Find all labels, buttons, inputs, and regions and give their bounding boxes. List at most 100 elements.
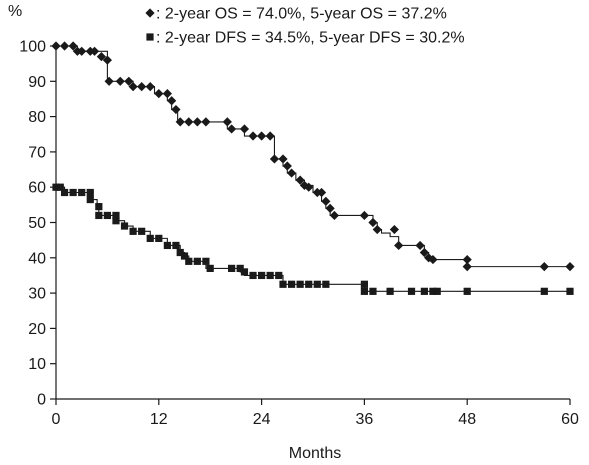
series-group: [51, 41, 575, 295]
data-point: [180, 252, 189, 260]
data-point: [163, 241, 171, 250]
data-point: [304, 182, 314, 192]
data-point: [162, 89, 172, 99]
data-point: [415, 240, 425, 251]
data-point: [322, 280, 330, 288]
data-point: [394, 240, 404, 251]
data-point: [372, 224, 382, 235]
data-point: [428, 254, 438, 265]
series-dfs: [52, 183, 574, 295]
data-point: [296, 280, 304, 288]
y-tick-label: 50: [28, 215, 46, 232]
data-point: [171, 104, 181, 115]
data-point: [77, 46, 87, 56]
data-point: [60, 188, 69, 197]
data-point: [433, 287, 441, 295]
data-point: [248, 131, 258, 141]
y-tick-label: 40: [28, 250, 46, 267]
data-point: [389, 224, 399, 235]
data-point: [239, 124, 250, 134]
data-point: [102, 55, 112, 65]
data-point: [167, 96, 177, 106]
data-point: [360, 280, 368, 288]
data-point: [407, 287, 416, 295]
data-point: [104, 76, 114, 86]
data-point: [228, 264, 236, 272]
data-point: [227, 124, 237, 134]
data-point: [313, 280, 321, 288]
series-line: [56, 186, 570, 292]
data-point: [325, 203, 335, 213]
x-axis-ticks: 0 12 24 36 48 60: [52, 399, 579, 428]
data-point: [175, 117, 185, 127]
data-point: [185, 257, 193, 265]
data-point: [137, 81, 147, 92]
data-point: [95, 203, 103, 211]
data-point: [138, 227, 146, 235]
x-tick-label: 60: [561, 411, 579, 428]
y-tick-label: 30: [28, 286, 46, 303]
data-point: [419, 247, 429, 258]
data-point: [206, 264, 214, 272]
data-point: [86, 188, 94, 197]
data-point: [275, 271, 283, 280]
data-point: [295, 175, 305, 185]
y-tick-label: 0: [37, 392, 46, 409]
data-point: [120, 222, 129, 230]
data-point: [146, 234, 154, 242]
y-tick-label: 70: [28, 144, 46, 161]
data-point: [128, 81, 138, 92]
data-point: [112, 211, 120, 220]
data-point: [282, 161, 292, 171]
data-point: [540, 287, 548, 295]
y-axis-title: %: [8, 3, 22, 20]
data-point: [305, 280, 313, 288]
data-point: [184, 117, 194, 127]
data-point: [222, 117, 232, 127]
data-point: [299, 180, 310, 191]
data-point: [463, 287, 471, 295]
data-point: [115, 76, 125, 86]
data-point: [56, 183, 64, 191]
data-point: [112, 217, 120, 225]
data-point: [249, 271, 257, 280]
data-point: [368, 217, 378, 228]
data-point: [257, 131, 267, 141]
y-tick-label: 20: [28, 321, 46, 338]
y-tick-label: 60: [28, 180, 46, 197]
x-tick-label: 48: [458, 411, 476, 428]
data-point: [240, 268, 249, 276]
data-point: [321, 196, 331, 206]
y-tick-label: 100: [19, 39, 46, 56]
legend: : 2-year OS = 74.0%, 5-year OS = 37.2%: …: [145, 6, 465, 47]
legend-label: : 2-year DFS = 34.5%, 5-year DFS = 30.2%: [156, 30, 465, 47]
data-point: [429, 287, 437, 295]
data-point: [236, 264, 244, 272]
data-point: [258, 271, 266, 280]
data-point: [566, 287, 574, 295]
data-point: [316, 187, 327, 198]
data-point: [69, 188, 77, 197]
legend-marker: [146, 33, 154, 41]
series-os: [51, 41, 575, 272]
data-point: [96, 51, 107, 62]
data-point: [103, 211, 111, 220]
data-point: [124, 76, 134, 86]
data-point: [278, 154, 288, 164]
x-tick-label: 24: [253, 411, 271, 428]
data-point: [193, 257, 201, 265]
x-axis-title: Months: [289, 445, 341, 462]
data-point: [360, 287, 368, 295]
data-point: [462, 254, 472, 265]
data-point: [201, 117, 211, 127]
data-point: [129, 227, 137, 235]
data-point: [265, 131, 275, 141]
data-point: [386, 287, 394, 295]
data-point: [154, 89, 164, 99]
data-point: [59, 41, 70, 51]
data-point: [176, 248, 184, 257]
x-tick-label: 0: [52, 411, 61, 428]
data-point: [95, 211, 103, 220]
data-point: [359, 210, 369, 221]
